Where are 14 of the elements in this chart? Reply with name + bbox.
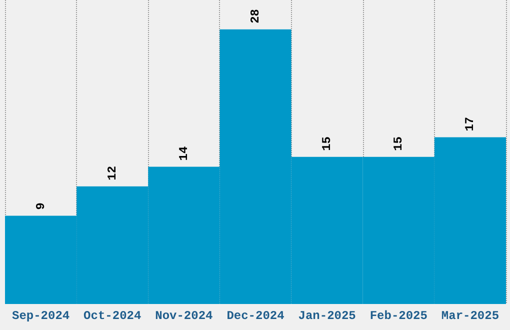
data-label: 17: [463, 116, 478, 132]
data-label: 9: [34, 202, 48, 210]
x-tick-label: Oct-2024: [84, 309, 142, 323]
data-label: 14: [176, 146, 191, 161]
data-label: 12: [105, 166, 120, 180]
x-tick-label: Sep-2024: [12, 309, 70, 323]
x-tick-label: Jan-2025: [298, 309, 356, 323]
x-tick-label: Dec-2024: [226, 309, 284, 323]
data-label: 15: [392, 136, 406, 151]
data-label: 15: [320, 136, 334, 151]
x-tick-label: Nov-2024: [155, 309, 213, 323]
x-tick-label: Mar-2025: [441, 309, 500, 323]
data-label: 28: [248, 9, 262, 24]
x-tick-label: Feb-2025: [370, 309, 428, 323]
